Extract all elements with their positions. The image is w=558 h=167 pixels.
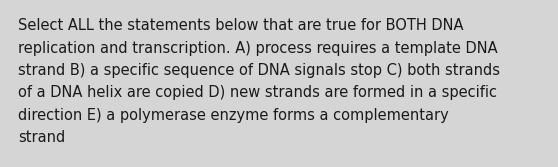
Text: of a DNA helix are copied D) new strands are formed in a specific: of a DNA helix are copied D) new strands… bbox=[18, 86, 497, 101]
Text: replication and transcription. A) process requires a template DNA: replication and transcription. A) proces… bbox=[18, 41, 498, 55]
Text: Select ALL the statements below that are true for BOTH DNA: Select ALL the statements below that are… bbox=[18, 18, 464, 33]
Text: strand: strand bbox=[18, 130, 65, 145]
Text: strand B) a specific sequence of DNA signals stop C) both strands: strand B) a specific sequence of DNA sig… bbox=[18, 63, 500, 78]
Text: direction E) a polymerase enzyme forms a complementary: direction E) a polymerase enzyme forms a… bbox=[18, 108, 449, 123]
